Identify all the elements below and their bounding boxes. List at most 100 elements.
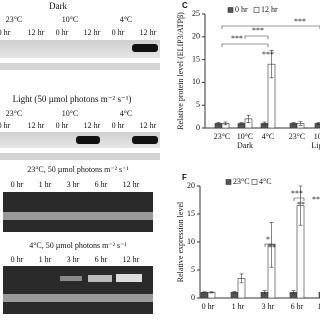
significance: * <box>266 235 270 244</box>
blot-title: Light (50 µmol photons m⁻² s⁻¹) <box>13 94 132 104</box>
legend-label: 23°C <box>233 177 250 186</box>
legend-label: 4°C <box>259 177 272 186</box>
lane-label: 0 hr <box>0 121 11 130</box>
bracket <box>244 35 269 39</box>
x-tick-label: 10°C <box>314 132 320 141</box>
y-tick-label: 5 <box>196 100 200 109</box>
bracket <box>264 243 276 247</box>
error-bar <box>239 122 244 125</box>
temp-label: 4°C <box>120 15 133 24</box>
lane-label: 12 hr <box>140 121 157 130</box>
significance: *** <box>262 50 274 59</box>
significance: *** <box>231 34 243 43</box>
gel <box>3 266 153 314</box>
y-tick-label: 20 <box>187 181 195 190</box>
lane-label: 12 hr <box>123 180 140 189</box>
blot-title: Dark <box>49 1 67 11</box>
lane-label: 3 hr <box>67 180 80 189</box>
error-bar <box>223 121 228 126</box>
y-tick-label: 0 <box>196 123 200 132</box>
significance: *** <box>312 195 320 204</box>
band <box>60 276 82 281</box>
blot-strip <box>0 63 160 70</box>
legend-label: 0 hr <box>235 5 248 14</box>
lane-label: 1 hr <box>39 180 52 189</box>
band <box>116 274 142 282</box>
band <box>3 212 153 220</box>
lane-label: 0 hr <box>0 28 11 37</box>
x-tick-label: 10°C <box>237 132 254 141</box>
significance: ** <box>297 200 305 209</box>
lane-label: 6 hr <box>95 255 108 264</box>
band <box>132 136 158 144</box>
lane-label: 0 hr <box>56 121 69 130</box>
x-tick-label: 23°C <box>289 132 306 141</box>
legend-label: 12 hr <box>261 5 278 14</box>
lane-label: 12 hr <box>28 121 45 130</box>
x-tick-label: 0 hr <box>202 302 215 311</box>
blot-strip <box>0 153 160 160</box>
y-axis-label: Relative expression level <box>176 201 185 282</box>
lane-label: 1 hr <box>39 255 52 264</box>
x-tick-label: 6 hr <box>291 302 304 311</box>
error-bar <box>202 291 207 294</box>
bracket <box>221 25 320 29</box>
error-bar <box>291 290 296 295</box>
band <box>88 275 112 282</box>
significance: *** <box>252 26 264 35</box>
legend-swatch <box>227 7 234 13</box>
temp-label: 10°C <box>62 109 79 118</box>
error-bar <box>269 222 274 268</box>
lane-label: 12 hr <box>28 28 45 37</box>
panel-label: F <box>182 173 187 182</box>
y-tick-label: 5 <box>191 265 195 274</box>
band <box>132 44 158 52</box>
group-label: Light <box>311 141 320 150</box>
temp-label: 10°C <box>62 15 79 24</box>
error-bar <box>232 290 237 294</box>
temp-label: 23°C <box>6 15 23 24</box>
y-tick-label: 20 <box>192 32 200 41</box>
panel-label: C <box>182 1 188 10</box>
error-bar <box>216 122 221 125</box>
y-tick-label: 10 <box>187 237 195 246</box>
y-tick-label: 0 <box>191 293 195 302</box>
y-axis-label: Relative protein level (ELIP3/ATPβ) <box>176 12 185 130</box>
lane-label: 12 hr <box>84 121 101 130</box>
x-tick-label: 3 hr <box>262 302 275 311</box>
bracket <box>293 197 305 201</box>
significance: *** <box>294 17 306 26</box>
bracket <box>221 43 269 47</box>
error-bar <box>269 50 274 79</box>
lane-label: 12 hr <box>123 255 140 264</box>
y-tick-label: 15 <box>187 209 195 218</box>
band <box>3 294 153 302</box>
legend-swatch <box>253 7 260 13</box>
lane-label: 0 hr <box>112 28 125 37</box>
gel-title: 4°C, 50 µmol photons m⁻² s⁻¹ <box>29 241 127 250</box>
lane-label: 3 hr <box>67 255 80 264</box>
lane-label: 6 hr <box>95 180 108 189</box>
temp-label: 23°C <box>6 109 23 118</box>
error-bar <box>209 291 214 294</box>
y-tick-label: 10 <box>192 77 200 86</box>
error-bar <box>246 114 251 123</box>
x-tick-label: 4°C <box>262 132 275 141</box>
x-tick-label: 1 hr <box>232 302 245 311</box>
band <box>76 136 100 144</box>
group-label: Dark <box>237 141 253 150</box>
error-bar <box>298 185 303 226</box>
lane-label: 0 hr <box>56 28 69 37</box>
x-tick-label: 12 hr <box>318 302 320 311</box>
gel-title: 23°C, 50 µmol photons m⁻² s⁻¹ <box>27 165 129 174</box>
significance: ** <box>268 243 276 252</box>
lane-label: 12 hr <box>140 28 157 37</box>
legend-swatch <box>251 179 258 185</box>
lane-label: 0 hr <box>11 180 24 189</box>
error-bar <box>262 121 267 126</box>
error-bar <box>298 121 303 126</box>
error-bar <box>291 122 296 125</box>
error-bar <box>239 273 244 284</box>
lane-label: 12 hr <box>84 28 101 37</box>
